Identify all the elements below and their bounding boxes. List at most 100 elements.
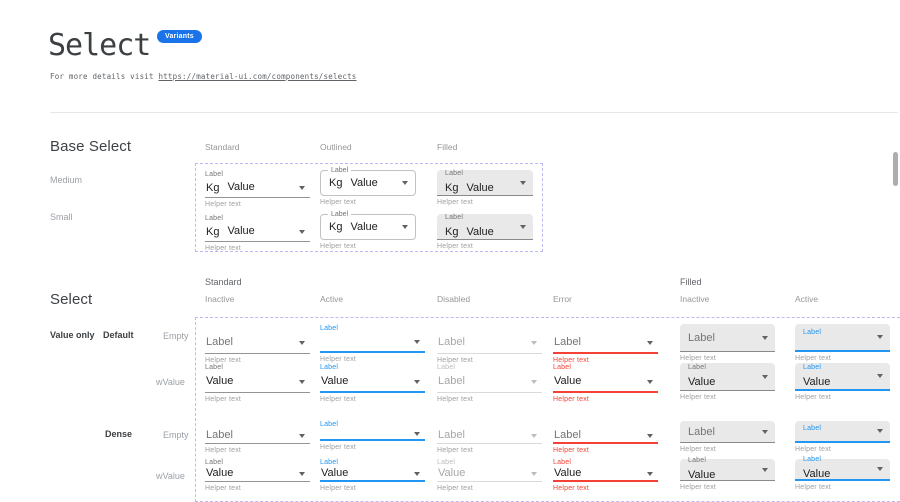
select-label: Label bbox=[205, 215, 224, 222]
select-field-outlined-inactive[interactable]: Label Kg Value Helper text bbox=[320, 167, 416, 206]
row-group-label: Value only bbox=[50, 330, 95, 340]
dropdown-caret-icon bbox=[762, 374, 768, 379]
filled-box: Label bbox=[795, 421, 890, 443]
select-value: Label bbox=[438, 375, 465, 387]
helper-text: Helper text bbox=[795, 355, 832, 362]
select-field-standard-inactive[interactable]: Label Value Helper text bbox=[205, 459, 310, 492]
dropdown-caret-icon bbox=[299, 340, 305, 345]
select-field-standard-inactive[interactable]: Label Kg Value Helper text bbox=[205, 170, 310, 208]
select-field-standard-active[interactable]: Label Value Helper text bbox=[320, 363, 425, 403]
dropdown-caret-icon bbox=[299, 433, 305, 438]
select-label: Label bbox=[553, 459, 572, 466]
select-value-row: Label bbox=[437, 373, 542, 393]
select-label: Label bbox=[205, 171, 224, 178]
select-value-row: Value bbox=[320, 373, 425, 393]
select-field-filled-inactive[interactable]: Label Kg Value Helper text bbox=[437, 214, 533, 250]
filled-value-row: Kg Value bbox=[445, 222, 515, 240]
helper-text: Helper text bbox=[680, 394, 717, 401]
helper-text: Helper text bbox=[205, 447, 242, 454]
dropdown-caret-icon bbox=[647, 379, 653, 384]
select-field-filled-active[interactable]: Label Helper text bbox=[795, 324, 890, 362]
filled-box: Label Value bbox=[795, 363, 890, 391]
dropdown-caret-icon bbox=[299, 229, 305, 234]
select-field-standard-error[interactable]: Label Value Helper text bbox=[553, 363, 658, 403]
select-field-standard-error[interactable]: Label Value Helper text bbox=[553, 459, 658, 492]
select-value: Label bbox=[554, 429, 581, 441]
select-field-filled-active[interactable]: Label Helper text bbox=[795, 421, 890, 453]
select-field-outlined-inactive[interactable]: Label Kg Value Helper text bbox=[320, 211, 416, 250]
dropdown-caret-icon bbox=[531, 340, 537, 345]
select-field-standard-disabled[interactable]: Label Helper text bbox=[437, 421, 542, 454]
select-label: Label bbox=[803, 456, 822, 463]
select-field-standard-inactive[interactable]: Label Helper text bbox=[205, 421, 310, 454]
filled-value-row: Kg Value bbox=[445, 178, 515, 196]
select-field-standard-error[interactable]: Label Helper text bbox=[553, 421, 658, 454]
helper-text: Helper text bbox=[553, 447, 590, 454]
dropdown-caret-icon bbox=[531, 379, 537, 384]
select-field-standard-active[interactable]: Label Helper text bbox=[320, 421, 425, 451]
dropdown-caret-icon bbox=[414, 340, 420, 344]
select-value: Label bbox=[438, 429, 465, 441]
select-value: Value bbox=[803, 468, 831, 480]
select-value: Value bbox=[466, 226, 494, 238]
select-field-standard-disabled[interactable]: Label Label Helper text bbox=[437, 363, 542, 403]
select-field-filled-inactive[interactable]: Label Value Helper text bbox=[680, 363, 775, 401]
dropdown-caret-icon bbox=[762, 335, 768, 340]
select-field-standard-disabled[interactable]: Label Value Helper text bbox=[437, 459, 542, 492]
select-field-filled-active[interactable]: Label Value Helper text bbox=[795, 363, 890, 401]
select-label: Label bbox=[445, 170, 464, 177]
helper-text: Helper text bbox=[205, 396, 242, 403]
filled-box: Label Value bbox=[680, 457, 775, 483]
select-value: Label bbox=[688, 331, 715, 344]
select-label: Label bbox=[445, 214, 464, 221]
dropdown-caret-icon bbox=[762, 429, 768, 434]
select-field-standard-active[interactable]: Label Value Helper text bbox=[320, 459, 425, 492]
kind-label-empty-default: Empty bbox=[163, 331, 189, 341]
select-label: Label bbox=[803, 425, 822, 432]
select-label bbox=[205, 324, 310, 334]
dropdown-caret-icon bbox=[877, 429, 883, 433]
dropdown-caret-icon bbox=[414, 379, 420, 384]
select-field-standard-error[interactable]: Label Helper text bbox=[553, 324, 658, 364]
select-field-filled-inactive[interactable]: Label Kg Value Helper text bbox=[437, 170, 533, 206]
select-field-filled-active[interactable]: Label Value Helper text bbox=[795, 456, 890, 491]
dropdown-caret-icon bbox=[402, 181, 408, 185]
helper-text: Helper text bbox=[795, 484, 832, 491]
variants-frame-base bbox=[195, 163, 543, 252]
select-value: Value bbox=[321, 375, 349, 387]
dropdown-caret-icon bbox=[414, 471, 420, 476]
dropdown-caret-icon bbox=[647, 340, 653, 345]
docs-link[interactable]: https://material-ui.com/components/selec… bbox=[158, 72, 357, 81]
select-field-standard-inactive[interactable]: Label Value Helper text bbox=[205, 363, 310, 403]
helper-text: Helper text bbox=[437, 243, 474, 250]
filled-box: Label bbox=[795, 324, 890, 352]
scrollbar-thumb[interactable] bbox=[893, 152, 898, 186]
kind-label-wvalue-dense: wValue bbox=[156, 471, 185, 481]
filled-value-row: Value bbox=[688, 465, 757, 483]
select-value-row: Kg Value bbox=[205, 224, 310, 242]
select-field-filled-inactive[interactable]: Label Helper text bbox=[680, 421, 775, 453]
select-value-row bbox=[320, 429, 425, 441]
helper-text: Helper text bbox=[437, 199, 474, 206]
select-value: Label bbox=[688, 425, 715, 438]
variants-badge: Variants bbox=[157, 30, 202, 43]
select-field-filled-inactive[interactable]: Label Helper text bbox=[680, 324, 775, 362]
helper-text: Helper text bbox=[205, 357, 242, 364]
helper-text: Helper text bbox=[320, 485, 357, 492]
select-value-row: Label bbox=[437, 429, 542, 444]
select-field-filled-inactive[interactable]: Label Value Helper text bbox=[680, 457, 775, 491]
select-label: Label bbox=[803, 363, 822, 371]
helper-text: Helper text bbox=[437, 447, 474, 454]
select-field-standard-inactive[interactable]: Label Helper text bbox=[205, 324, 310, 364]
dropdown-caret-icon bbox=[402, 225, 408, 229]
header-divider bbox=[50, 112, 898, 113]
select-field-standard-inactive[interactable]: Label Kg Value Helper text bbox=[205, 214, 310, 252]
dropdown-caret-icon bbox=[299, 379, 305, 384]
size-label-default: Default bbox=[103, 330, 134, 340]
select-value: Label bbox=[438, 336, 465, 348]
state-header-active: Active bbox=[320, 294, 344, 304]
helper-text: Helper text bbox=[205, 201, 242, 208]
select-field-standard-active[interactable]: Label Helper text bbox=[320, 324, 425, 363]
select-label bbox=[553, 324, 658, 334]
select-field-standard-disabled[interactable]: Label Helper text bbox=[437, 324, 542, 364]
